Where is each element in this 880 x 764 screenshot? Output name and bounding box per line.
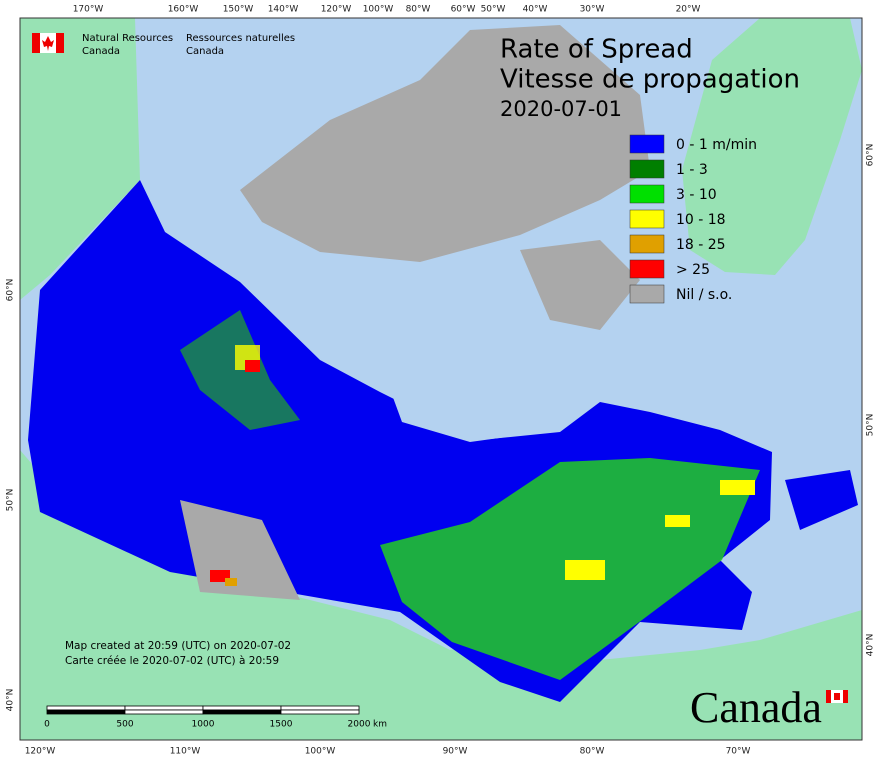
legend-swatch <box>629 209 665 229</box>
legend-label: > 25 <box>676 262 710 278</box>
lon-label-top: 40°W <box>523 5 548 15</box>
lon-label-top: 150°W <box>223 5 254 15</box>
scale-label: 2000 <box>348 720 371 730</box>
scale-label: 0 <box>44 720 50 730</box>
arctic-islands <box>240 25 650 262</box>
legend-swatch <box>629 284 665 304</box>
lon-label-top: 170°W <box>73 5 104 15</box>
scale-label: 1500 <box>270 720 293 730</box>
spot-yellow <box>720 480 755 495</box>
alaska <box>20 18 140 300</box>
scale-label: 500 <box>116 720 133 730</box>
wordmark-flag <box>826 690 831 703</box>
lon-label-top: 140°W <box>268 5 299 15</box>
scale-segment <box>46 705 126 711</box>
lon-label-top: 120°W <box>321 5 352 15</box>
flag-bar <box>56 33 64 53</box>
lon-label-bottom: 110°W <box>170 747 201 757</box>
scale-segment <box>202 705 282 711</box>
lat-label-right: 40°N <box>866 634 876 657</box>
lat-label-right: 60°N <box>866 144 876 167</box>
title: Rate of Spread <box>500 35 693 65</box>
lon-label-top: 100°W <box>363 5 394 15</box>
lon-label-top: 20°W <box>676 5 701 15</box>
lat-label-left: 40°N <box>6 689 16 712</box>
lon-label-bottom: 80°W <box>580 747 605 757</box>
spot-yellow <box>565 560 605 580</box>
lat-label-right: 50°N <box>866 414 876 437</box>
note: Map created at 20:59 (UTC) on 2020-07-02 <box>65 640 291 652</box>
legend-label: 1 - 3 <box>676 162 708 178</box>
lon-label-top: 30°W <box>580 5 605 15</box>
flag-leaf <box>42 36 54 51</box>
hudson-bay <box>380 270 562 442</box>
header-en: Canada <box>82 46 120 57</box>
lon-label-top: 60°W <box>451 5 476 15</box>
legend-swatch <box>629 259 665 279</box>
legend-swatch <box>629 134 665 154</box>
note: Carte créée le 2020-07-02 (UTC) à 20:59 <box>65 655 279 667</box>
map-date: 2020-07-01 <box>500 97 622 121</box>
legend-swatch <box>629 184 665 204</box>
legend: 0 - 1 m/min 1 - 3 3 - 10 10 - 18 18 - 25 > 25… <box>629 134 757 304</box>
legend-swatch <box>629 159 665 179</box>
scale-segment <box>280 709 360 715</box>
legend-label: Nil / s.o. <box>676 287 732 303</box>
graticule-labels: 170°W 160°W 150°W 140°W 120°W 100°W 80°W 60°W 50… <box>6 5 876 757</box>
lat-label-left: 50°N <box>6 489 16 512</box>
scale-segment <box>124 705 204 711</box>
lon-label-top: 50°W <box>481 5 506 15</box>
legend-label: 10 - 18 <box>676 212 726 228</box>
spot-yellow <box>665 515 690 527</box>
greenland <box>682 18 862 275</box>
scale-unit: km <box>373 720 387 730</box>
legend-label: 18 - 25 <box>676 237 726 253</box>
legend-label: 0 - 1 m/min <box>676 137 757 153</box>
header-en: Natural Resources <box>82 33 173 44</box>
legend-label: 3 - 10 <box>676 187 717 203</box>
baffin <box>520 240 640 330</box>
header-fr: Canada <box>186 46 224 57</box>
title: Vitesse de propagation <box>500 65 800 95</box>
wordmark-flag <box>843 690 848 703</box>
lon-label-top: 160°W <box>168 5 199 15</box>
scale-segment <box>124 709 204 715</box>
wordmark: Canada <box>690 683 822 732</box>
scale-segment <box>202 709 282 715</box>
scale-bar: 0 500 1000 1500 2000 km <box>44 705 387 730</box>
lon-label-top: 80°W <box>406 5 431 15</box>
lat-label-left: 60°N <box>6 279 16 302</box>
usa <box>20 450 862 740</box>
map-frame <box>19 17 863 741</box>
spot-red <box>245 360 260 372</box>
newfoundland <box>785 470 858 530</box>
header-fr: Ressources naturelles <box>186 33 295 44</box>
scale-segment <box>280 705 360 711</box>
scale-label: 1000 <box>192 720 215 730</box>
scale-segment <box>46 709 126 715</box>
lon-label-bottom: 70°W <box>726 747 751 757</box>
lon-label-bottom: 120°W <box>25 747 56 757</box>
wordmark-flag <box>834 693 840 700</box>
spot-orange <box>225 578 237 586</box>
lon-label-bottom: 90°W <box>443 747 468 757</box>
flag-bar <box>32 33 40 53</box>
lon-label-bottom: 100°W <box>305 747 336 757</box>
legend-swatch <box>629 234 665 254</box>
